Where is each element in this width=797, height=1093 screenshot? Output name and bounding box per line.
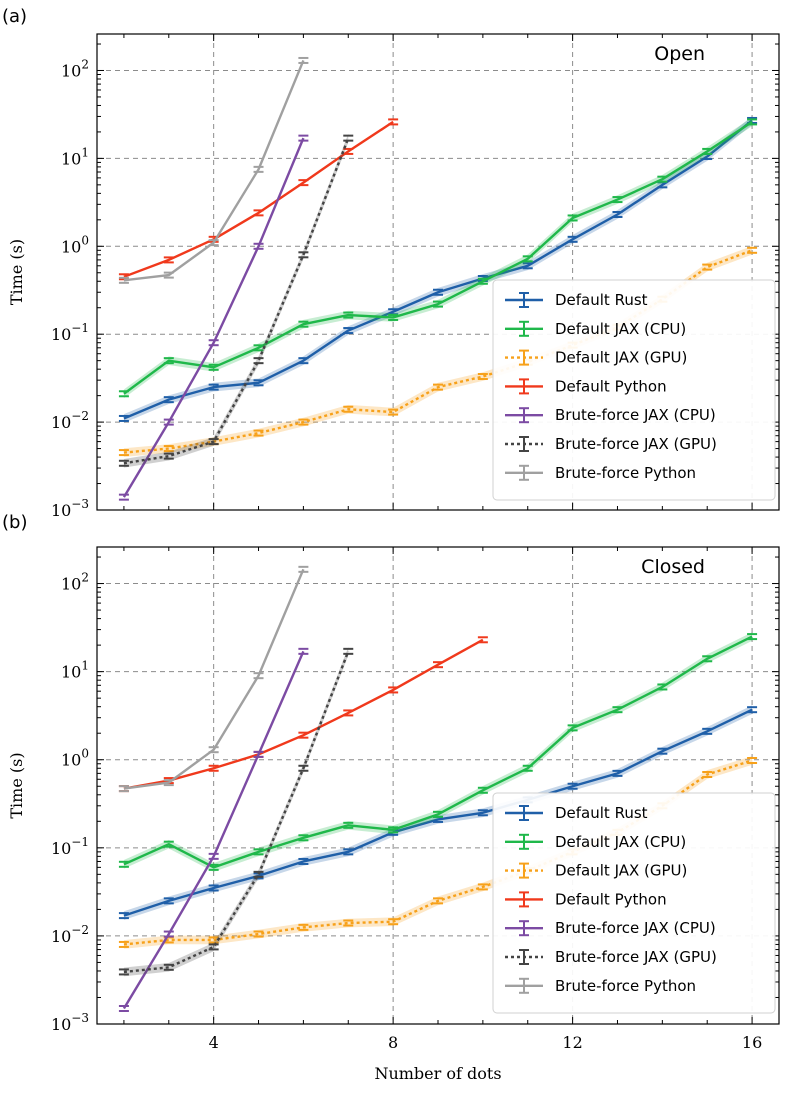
y-tick-label: 100 [61, 233, 89, 256]
series-line-brute-force-jax-gpu [123, 650, 350, 974]
x-tick-label: 4 [209, 1033, 219, 1052]
y-tick-label: 100 [61, 747, 89, 770]
panel-title: Open [654, 43, 705, 65]
x-tick-label: 8 [388, 1033, 398, 1052]
legend-label: Brute-force Python [555, 464, 696, 482]
legend-label: Default Python [555, 377, 667, 395]
y-axis-title: Time (s) [7, 239, 26, 305]
y-tick-label: 101 [61, 145, 89, 168]
legend-label: Default JAX (CPU) [555, 833, 686, 851]
series-line-brute-force-jax-gpu [123, 137, 350, 465]
series-line-brute-force-jax-cpu [122, 650, 305, 1010]
y-tick-label: 10−1 [51, 321, 89, 344]
legend-label: Brute-force Python [555, 977, 696, 995]
plot-frame [96, 546, 780, 1025]
legend-box [492, 279, 776, 501]
y-tick-label: 101 [61, 659, 89, 682]
band-brute-force-jax-gpu [123, 647, 349, 977]
legend-label: Default JAX (GPU) [555, 862, 687, 880]
panel-closed: (b) 10−3 10−2 10−1 100 101 102 4 8 12 16 Number of … [2, 512, 780, 1083]
panel-letter: (a) [2, 6, 27, 27]
y-tick-label: 10−2 [51, 923, 89, 946]
series-line-brute-force-python [123, 60, 305, 282]
legend-box [492, 792, 776, 1014]
x-tick-label: 16 [742, 1033, 762, 1052]
y-tick-label: 102 [61, 57, 89, 80]
panel-letter: (b) [2, 512, 27, 533]
panel-open: (a) 10−3 10−2 10−1 100 101 102 Time (s) Open Defa… [2, 6, 780, 520]
y-tick-label: 10−1 [51, 835, 89, 858]
panel-title: Closed [641, 556, 705, 578]
y-tick-label: 10−3 [51, 497, 89, 520]
y-tick-label: 10−2 [51, 409, 89, 432]
legend-label: Brute-force JAX (GPU) [555, 948, 717, 966]
band-default-rust [123, 705, 753, 920]
series-line-brute-force-jax-cpu [122, 137, 305, 498]
series-line-default-python [123, 120, 394, 278]
series-group [118, 56, 758, 501]
y-tick-label: 10−3 [51, 1011, 89, 1034]
series-line-default-rust [123, 708, 753, 917]
x-axis-title: Number of dots [374, 1064, 501, 1083]
legend: Default Rust Default JAX (CPU) Default JAX… [492, 792, 776, 1014]
series-line-default-rust [123, 119, 753, 420]
y-tick-label: 102 [61, 571, 89, 594]
legend-label: Brute-force JAX (CPU) [555, 919, 716, 937]
legend-label: Default JAX (GPU) [555, 349, 687, 367]
legend-label: Default Python [555, 890, 667, 908]
legend-label: Default Rust [555, 291, 648, 309]
x-tick-label: 12 [562, 1033, 582, 1052]
series-line-default-jax-cpu [123, 635, 753, 869]
legend-label: Default JAX (CPU) [555, 320, 686, 338]
legend: Default Rust Default JAX (CPU) Default JAX… [492, 279, 776, 501]
legend-label: Default Rust [555, 804, 648, 822]
series-line-default-jax-cpu [123, 120, 753, 395]
series-line-default-python [123, 638, 484, 790]
series-line-default-jax-gpu [123, 249, 753, 454]
legend-label: Brute-force JAX (CPU) [555, 406, 716, 424]
series-line-brute-force-python [123, 568, 305, 790]
plot-frame [96, 33, 780, 511]
y-axis-title: Time (s) [7, 752, 26, 818]
legend-label: Brute-force JAX (GPU) [555, 435, 717, 453]
